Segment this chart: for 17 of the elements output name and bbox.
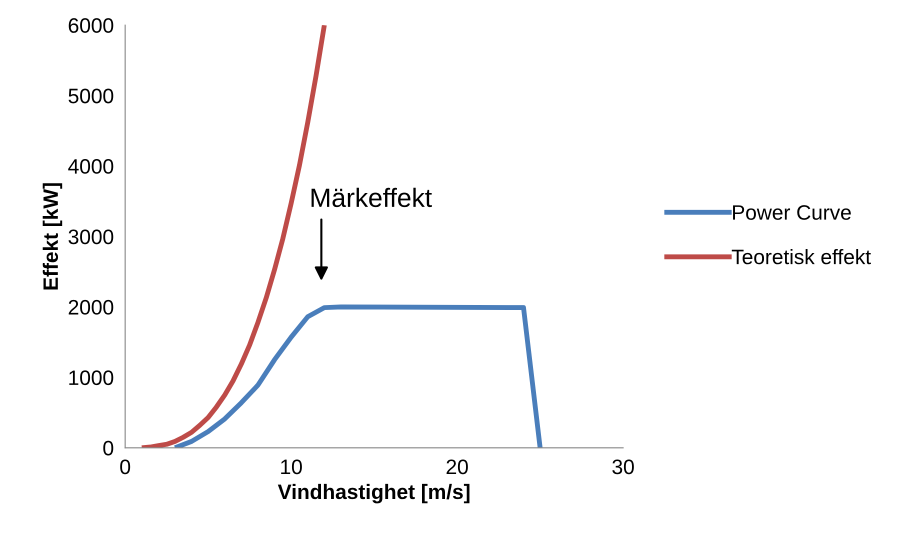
y-tick-label: 0 (103, 440, 114, 456)
x-axis-title: Vindhastighet [m/s] (278, 484, 470, 504)
x-tick-label: 10 (281, 459, 302, 474)
y-tick-label: 2000 (68, 300, 114, 315)
legend-label: Teoretisk effekt (732, 248, 871, 264)
y-axis-title: Effekt [kW] (42, 183, 62, 290)
y-tick-label: 3000 (68, 229, 114, 244)
y-tick-label: 4000 (68, 159, 114, 174)
legend-label: Power Curve (733, 205, 851, 220)
x-tick-label: 20 (446, 459, 468, 474)
y-tick-label: 1000 (69, 370, 114, 386)
y-tick-label: 6000 (68, 18, 114, 33)
line-series (172, 304, 543, 448)
annotation: Märkeffekt (312, 188, 432, 208)
y-tick-label: 5000 (68, 88, 114, 104)
x-tick-label: 0 (120, 459, 130, 474)
x-tick-label: 30 (612, 459, 634, 474)
